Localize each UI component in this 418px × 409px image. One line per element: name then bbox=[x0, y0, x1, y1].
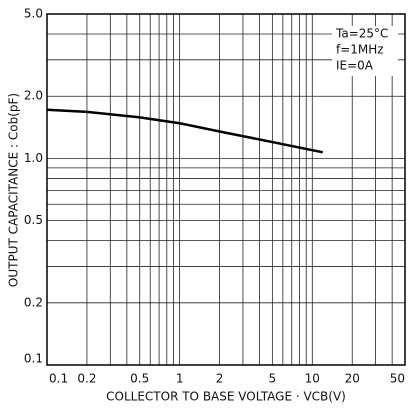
data-line bbox=[46, 108, 324, 154]
plot-frame bbox=[46, 13, 406, 366]
y-tick-label: 0.5 bbox=[24, 213, 43, 227]
y-tick-label: 0.1 bbox=[24, 352, 43, 366]
x-tick-label: 0.5 bbox=[130, 372, 149, 386]
annotation: f=1MHz bbox=[336, 43, 384, 57]
x-tick-label: 2 bbox=[216, 372, 224, 386]
y-tick-label: 2.0 bbox=[24, 89, 43, 103]
annotation: Ta=25°C bbox=[335, 27, 388, 41]
x-tick-label: 0.2 bbox=[77, 372, 96, 386]
y-axis-label: OUTPUT CAPACITANCE : Cob(pF) bbox=[7, 93, 21, 287]
x-tick-label: 20 bbox=[345, 372, 360, 386]
x-axis-label: COLLECTOR TO BASE VOLTAGE · VCB(V) bbox=[106, 390, 346, 404]
y-tick-label: 5.0 bbox=[24, 7, 43, 21]
x-tick-label: 0.1 bbox=[49, 372, 68, 386]
annotation-box bbox=[332, 26, 398, 76]
x-tick-label: 50 bbox=[390, 372, 405, 386]
y-tick-label: 0.2 bbox=[24, 295, 43, 309]
annotation: IE=0A bbox=[336, 59, 374, 73]
x-tick-label: 10 bbox=[305, 372, 320, 386]
x-tick-label: 5 bbox=[269, 372, 277, 386]
x-tick-label: 1 bbox=[176, 372, 184, 386]
y-tick-label: 1.0 bbox=[24, 151, 43, 165]
